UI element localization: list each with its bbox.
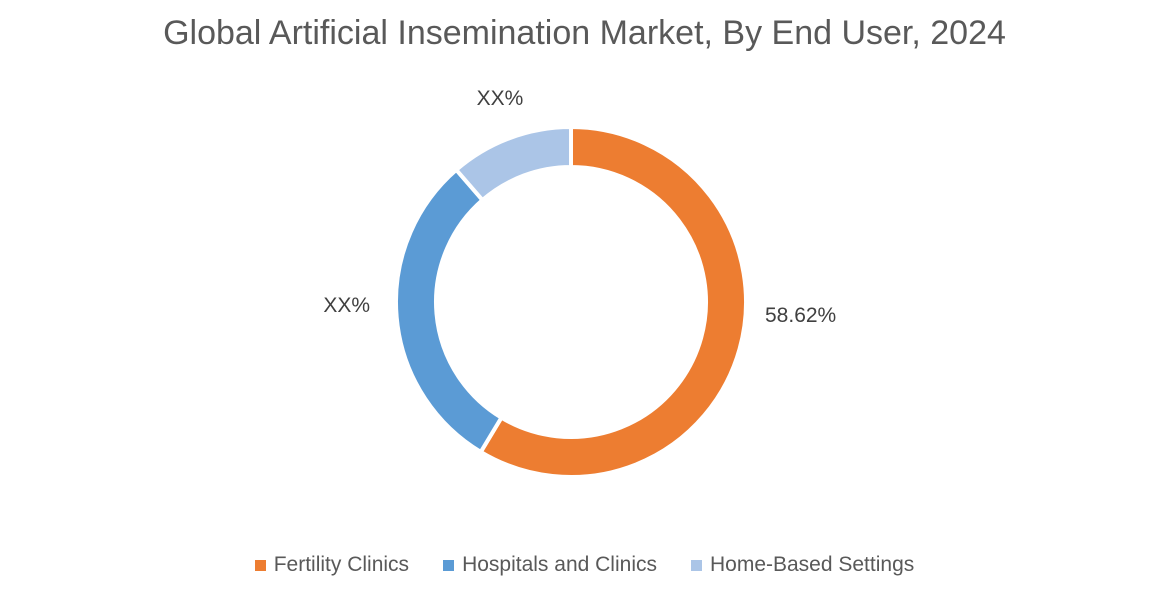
data-label: 58.62%: [765, 304, 836, 327]
legend-label: Hospitals and Clinics: [462, 553, 657, 576]
slice-hospitals-and-clinics: [394, 167, 505, 455]
legend-item: Fertility Clinics: [254, 553, 410, 577]
legend-swatch: [443, 559, 455, 571]
legend: Fertility Clinics Hospitals and Clinics Ho…: [0, 553, 1169, 577]
legend-swatch: [690, 559, 702, 571]
slice-home-based-settings: [453, 124, 573, 203]
data-label: XX%: [323, 294, 370, 317]
legend-swatch: [254, 559, 266, 571]
chart-title: Global Artificial Insemination Market, B…: [163, 14, 1006, 52]
slice-fertility-clinics: [478, 124, 748, 479]
legend-item: Hospitals and Clinics: [443, 553, 657, 577]
legend-item: Home-Based Settings: [690, 553, 915, 577]
data-label: XX%: [477, 87, 524, 110]
legend-label: Home-Based Settings: [709, 553, 915, 576]
legend-label: Fertility Clinics: [273, 553, 410, 576]
